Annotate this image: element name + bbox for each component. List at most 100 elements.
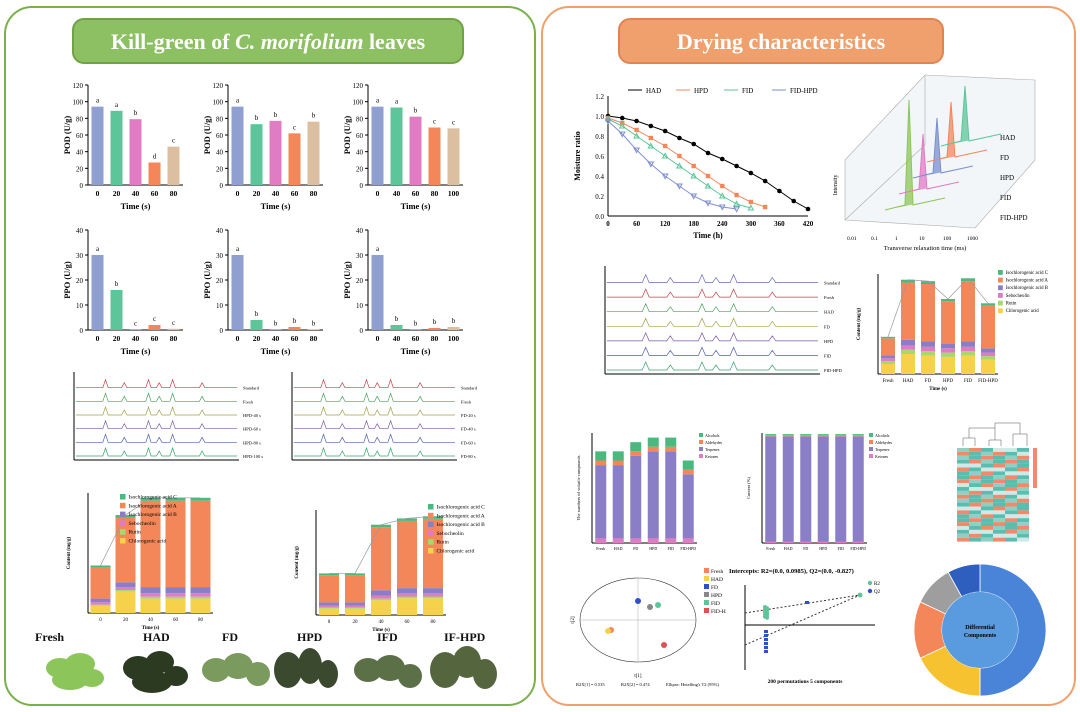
heatmap-cell	[993, 510, 1005, 515]
stack-segment	[345, 575, 365, 603]
relaxation-peak	[898, 133, 960, 195]
heatmap-cell	[1005, 514, 1017, 519]
y-tick-label: 0	[220, 182, 224, 190]
stack-segment	[595, 460, 607, 466]
heatmap-cell	[993, 537, 1005, 542]
heatmap-cell	[1017, 529, 1029, 534]
content-stack-chart-1: 0 20 40 60 80 Isochlorogenic acid C Isochlorog…	[67, 493, 213, 631]
sig-letter: a	[376, 245, 380, 253]
stack-segment	[371, 590, 391, 596]
leaf-image-fresh	[46, 653, 104, 690]
y-axis-label: PPO (U/g)	[342, 261, 352, 299]
sig-letter: b	[274, 111, 278, 119]
series-point	[719, 156, 725, 162]
legend-label: R2	[874, 582, 880, 587]
series-point	[634, 127, 639, 133]
trace-label: Fresh	[461, 399, 472, 404]
heatmap-cell	[969, 451, 981, 456]
x-tick-label: 40	[272, 189, 280, 198]
heatmap-cell	[981, 526, 993, 530]
x-tick-label: 0	[376, 189, 380, 198]
stack-segment	[901, 345, 915, 350]
heatmap-cell	[981, 487, 993, 491]
heatmap-cell	[1005, 483, 1017, 487]
y-tick-label: 10	[76, 302, 84, 310]
ppo-chart-1: 0 10 20 30 40 a 0 b 20 c 40 c 60 c 80 Time (s) PPO (U/g)	[62, 227, 183, 356]
x-tick-label: 100	[448, 334, 460, 343]
stack-segment	[345, 608, 365, 615]
y-tick-label: 0	[220, 327, 224, 335]
stack-segment	[319, 605, 339, 608]
stack-segment	[835, 436, 847, 542]
heatmap-cell	[1017, 502, 1029, 507]
heatmap-cell	[969, 533, 981, 538]
heatmap-cell	[1005, 526, 1017, 530]
q2-point	[805, 601, 809, 604]
y-tick-label: 30	[356, 252, 364, 260]
stack-segment	[921, 346, 935, 352]
trace-label: HAD	[824, 310, 834, 315]
trace-label: FD-20 s	[461, 413, 476, 418]
bar	[428, 127, 441, 185]
x-tick-label: 20	[123, 618, 129, 623]
r2-point	[857, 592, 863, 598]
series-point	[718, 204, 726, 211]
bar	[390, 325, 403, 330]
stack-segment	[140, 598, 161, 613]
relaxation-peak	[940, 85, 1002, 147]
legend-swatch	[869, 440, 873, 444]
legend-label: Ketones	[875, 454, 889, 459]
series-point	[791, 198, 797, 204]
stack-segment	[190, 497, 211, 501]
trace-label: HPD-40 s	[243, 413, 261, 418]
series-point	[633, 147, 641, 154]
heatmap-cell	[957, 459, 969, 464]
stack-segment	[901, 282, 915, 340]
x-tick-label: 240	[717, 220, 728, 228]
volatile-count-chart: Fresh HAD FD HPD FID FID-HPD Alcohols Aldehydes…	[576, 433, 723, 551]
legend-swatch	[869, 454, 873, 458]
sig-letter: a	[236, 97, 240, 105]
stack-segment	[941, 348, 955, 353]
x-tick-label: 40	[132, 189, 140, 198]
chromatogram-trace	[607, 361, 818, 371]
right-title-banner: Drying characteristics	[618, 18, 944, 64]
sig-letter: c	[153, 315, 156, 323]
x-tick-label: 0.01	[847, 236, 857, 242]
stack-segment	[190, 587, 211, 594]
x-tick-label: HAD	[903, 379, 914, 384]
x-tick-label: 40	[272, 334, 280, 343]
x-tick-label: 80	[310, 334, 318, 343]
x-tick-label: 100	[448, 189, 460, 198]
x-tick-label: FID	[964, 379, 972, 384]
heatmap-cell	[981, 483, 993, 487]
y-tick-label: 0	[360, 182, 364, 190]
score-point	[605, 628, 611, 634]
heatmap-cell	[1005, 448, 1017, 452]
y-tick-label: 1.2	[595, 93, 604, 101]
legend-label: HAD	[646, 87, 661, 95]
x-tick-label: 0	[236, 189, 240, 198]
bar	[307, 121, 320, 185]
chromatogram-trace	[606, 332, 818, 342]
legend-label: HAD	[711, 577, 723, 583]
score-point	[655, 602, 661, 608]
stack-segment	[140, 497, 161, 501]
legend-label: Terpenes	[875, 447, 890, 452]
stack-segment	[423, 588, 443, 594]
x-tick-label: 60	[412, 334, 420, 343]
sig-letter: a	[96, 245, 100, 253]
relaxation-peak	[912, 117, 974, 179]
stack-segment	[165, 500, 186, 588]
stack-segment	[901, 354, 915, 374]
legend-label: Isochlorogenic acid B	[129, 512, 178, 518]
stack-segment	[423, 598, 443, 615]
stack-segment	[90, 605, 111, 613]
leaf-image-hpd	[274, 648, 338, 688]
heatmap-cell	[1005, 490, 1017, 495]
legend-swatch	[869, 447, 873, 451]
heatmap-cell	[993, 459, 1005, 464]
stack-segment	[397, 596, 417, 599]
legend-swatch	[428, 512, 434, 519]
x-tick-label: 0	[99, 618, 102, 623]
